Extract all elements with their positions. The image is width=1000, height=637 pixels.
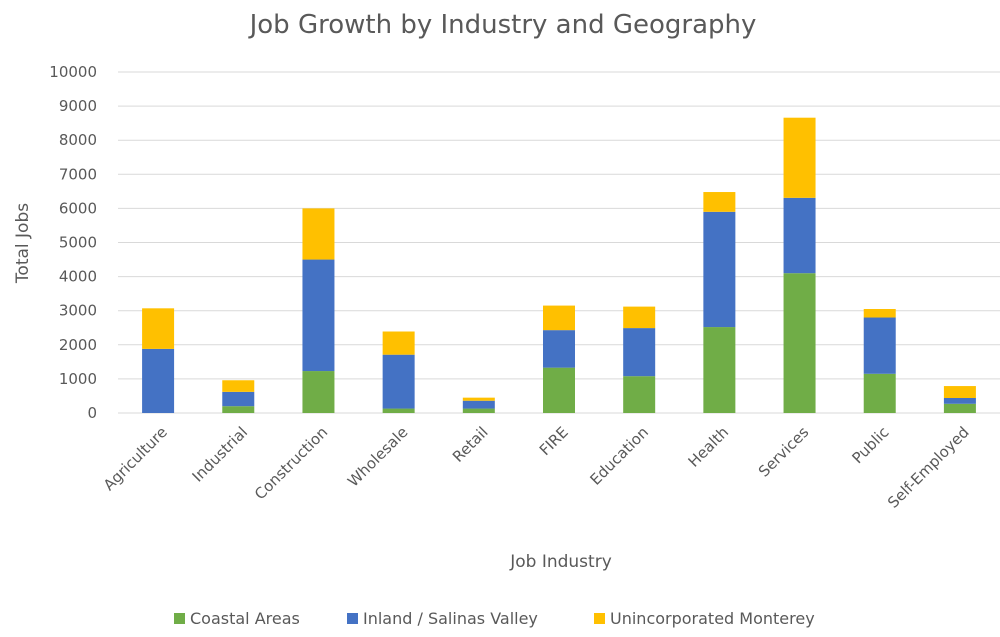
x-tick-label: Construction (251, 423, 331, 503)
legend-swatch (594, 613, 605, 624)
x-tick-label: Health (685, 423, 733, 471)
x-tick-label: Wholesale (344, 423, 411, 490)
bar-segment (142, 308, 175, 349)
bar-segment (623, 376, 656, 413)
bar-segment (462, 397, 495, 401)
legend-label: Coastal Areas (190, 609, 300, 628)
bar-segment (382, 331, 415, 355)
bar-segment (543, 330, 575, 368)
bar-segment (943, 386, 976, 398)
y-tick-label: 0 (87, 404, 97, 422)
y-tick-label: 5000 (59, 234, 97, 252)
y-tick-label: 2000 (59, 336, 97, 354)
x-tick-label: Retail (449, 423, 492, 466)
bar-segment (302, 208, 335, 260)
gridlines (118, 71, 1000, 414)
bar-segment (943, 403, 976, 413)
x-tick-label: Services (755, 423, 813, 481)
bar-segment (543, 367, 575, 413)
bar-segment (543, 305, 575, 331)
bar-segment (623, 328, 656, 377)
bar-segment (703, 327, 736, 413)
y-tick-label: 7000 (59, 165, 97, 183)
legend-label: Inland / Salinas Valley (363, 609, 538, 628)
bar-segment (382, 354, 415, 409)
bar-segment (142, 348, 175, 413)
legend-label: Unincorporated Monterey (610, 609, 815, 628)
bar-segment (863, 308, 896, 318)
y-tick-label: 9000 (59, 97, 97, 115)
bar-segment (302, 259, 335, 372)
y-tick-label: 6000 (59, 199, 97, 217)
bar-segment (222, 391, 255, 407)
x-axis-ticks: Agriculture Industrial Construction Wholesa… (100, 423, 973, 512)
x-tick-label: Self-Employed (884, 423, 973, 512)
x-tick-label: Public (848, 423, 892, 467)
y-tick-label: 10000 (49, 63, 97, 81)
bar-segment (703, 211, 736, 328)
x-tick-label: Industrial (189, 423, 251, 485)
y-tick-label: 8000 (59, 131, 97, 149)
chart-title: Job Growth by Industry and Geography (248, 10, 757, 40)
y-axis-ticks: 0 1000 2000 3000 4000 5000 6000 7000 8000 9000 100… (49, 63, 97, 422)
x-tick-label: Education (586, 423, 652, 489)
bar-segment (382, 408, 415, 413)
x-axis-title: Job Industry (509, 552, 612, 572)
bar-segment (943, 397, 976, 404)
bar-segment (863, 373, 896, 413)
legend-swatch (347, 613, 358, 624)
bars (142, 117, 976, 413)
bar-segment (222, 380, 255, 392)
bar-segment (462, 408, 495, 413)
y-tick-label: 4000 (59, 268, 97, 286)
y-tick-label: 3000 (59, 302, 97, 320)
bar-segment (863, 317, 896, 374)
bar-segment (302, 371, 335, 413)
bar-segment (462, 400, 495, 409)
y-tick-label: 1000 (59, 370, 97, 388)
x-tick-label: Agriculture (100, 423, 171, 494)
bar-segment (222, 406, 255, 413)
bar-segment (703, 192, 736, 212)
legend-swatch (174, 613, 185, 624)
y-axis-title: Total Jobs (13, 203, 33, 284)
bar-segment (783, 117, 816, 198)
bar-segment (623, 306, 656, 329)
x-tick-label: FIRE (536, 423, 572, 459)
bar-segment (783, 197, 816, 274)
bar-segment (783, 273, 816, 413)
legend: Coastal Areas Inland / Salinas Valley Unin… (174, 609, 815, 628)
